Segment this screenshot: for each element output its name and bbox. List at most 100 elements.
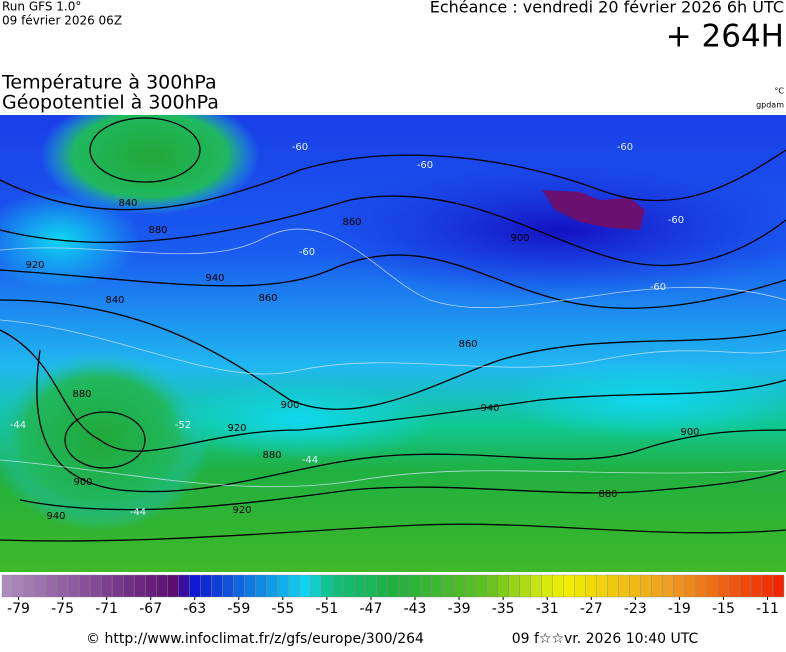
scale-swatch (1, 574, 14, 598)
scale-swatch (607, 574, 619, 598)
scale-swatch (772, 574, 785, 598)
scale-swatch (398, 574, 410, 598)
temperature-label: -60 (292, 142, 308, 153)
geopotential-label: 880 (72, 389, 91, 400)
scale-swatch (332, 574, 344, 598)
warm-area (40, 115, 260, 215)
geopotential-label: 920 (232, 505, 251, 516)
scale-swatch (574, 574, 586, 598)
geopotential-label: 880 (598, 489, 617, 500)
scale-swatch (706, 574, 719, 598)
scale-tick-label: -43 (404, 601, 427, 617)
mild-area (160, 380, 440, 460)
scale-swatch (409, 574, 421, 598)
mild-area (500, 360, 786, 440)
scale-swatch (475, 574, 487, 598)
scale-tick-label: -79 (7, 601, 30, 617)
scale-swatch (662, 574, 675, 598)
scale-swatch (618, 574, 631, 598)
scale-swatch (144, 574, 157, 598)
scale-swatch (739, 574, 752, 598)
scale-swatch (585, 574, 597, 598)
scale-swatch (111, 574, 124, 598)
scale-swatch (100, 574, 113, 598)
scale-swatch (684, 574, 697, 598)
scale-tick-label: -67 (139, 601, 162, 617)
scale-tick-label: -51 (315, 601, 338, 617)
temperature-label: -60 (650, 282, 666, 293)
scale-tick-label: -15 (712, 601, 735, 617)
scale-swatch (486, 574, 498, 598)
temperature-contours (0, 228, 786, 488)
scale-swatch (12, 574, 25, 598)
geopotential-label: 860 (258, 293, 277, 304)
scale-swatch (354, 574, 366, 598)
scale-tick-label: -27 (580, 601, 603, 617)
scale-swatch (288, 574, 300, 598)
scale-swatch (761, 574, 774, 598)
unit-geo: gpdam (756, 101, 784, 110)
scale-swatch (255, 574, 267, 598)
scale-swatch (376, 574, 388, 598)
geopotential-label: 900 (73, 477, 92, 488)
geopotential-label: 940 (480, 403, 499, 414)
scale-tick-label: -23 (624, 601, 647, 617)
scale-swatch (310, 574, 322, 598)
scale-swatch (365, 574, 377, 598)
geopotential-label: 940 (205, 273, 224, 284)
scale-swatch (541, 574, 553, 598)
geopotential-label: 860 (458, 339, 477, 350)
scale-swatch (552, 574, 564, 598)
scale-swatch (178, 574, 190, 598)
scale-swatch (34, 574, 47, 598)
scale-swatch (321, 574, 333, 598)
scale-swatch (189, 574, 201, 598)
scale-swatch (277, 574, 289, 598)
geopotential-label: 920 (227, 423, 246, 434)
scale-swatch (211, 574, 223, 598)
geopotential-label: 900 (680, 427, 699, 438)
scale-swatch (442, 574, 454, 598)
scale-swatch (717, 574, 730, 598)
mild-area (0, 190, 140, 290)
title-temp: Température à 300hPa (1, 72, 217, 94)
unit-temp: °C (774, 87, 784, 96)
scale-tick-label: -59 (227, 601, 250, 617)
geopotential-label: 900 (280, 400, 299, 411)
geopotential-label: 900 (510, 233, 529, 244)
geopotential-label: 840 (105, 295, 124, 306)
geopotential-label: 860 (342, 217, 361, 228)
scale-swatch (420, 574, 432, 598)
scale-swatch (67, 574, 80, 598)
temperature-label: -44 (130, 507, 146, 518)
scale-swatch (233, 574, 245, 598)
source-url: © http://www.infoclimat.fr/z/gfs/europe/… (86, 631, 424, 647)
scale-swatch (167, 574, 179, 598)
scale-swatch (200, 574, 212, 598)
scale-tick-label: -71 (95, 601, 118, 617)
geopotential-contours (0, 117, 786, 542)
temperature-label: -44 (10, 420, 26, 431)
geopotential-label: 840 (118, 198, 137, 209)
scale-swatch (266, 574, 278, 598)
scale-swatch (640, 574, 653, 598)
run-date: 09 février 2026 06Z (2, 14, 122, 28)
geopotential-label: 880 (262, 450, 281, 461)
lead-time: + 264H (666, 19, 784, 55)
scale-tick-label: -19 (668, 601, 691, 617)
issue-date: 09 f☆☆vr. 2026 10:40 UTC (512, 631, 699, 647)
temperature-label: -52 (175, 420, 191, 431)
scale-swatch (695, 574, 708, 598)
scale-swatch (497, 574, 509, 598)
scale-tick-label: -31 (536, 601, 559, 617)
scale-swatch (629, 574, 642, 598)
scale-swatch (596, 574, 608, 598)
scale-swatch (508, 574, 520, 598)
scale-swatch (56, 574, 69, 598)
geopotential-label: 940 (46, 511, 65, 522)
scale-swatch (222, 574, 234, 598)
scale-swatch (78, 574, 91, 598)
warm-area (0, 350, 210, 530)
scale-tick-label: -47 (360, 601, 383, 617)
scale-swatch (519, 574, 531, 598)
